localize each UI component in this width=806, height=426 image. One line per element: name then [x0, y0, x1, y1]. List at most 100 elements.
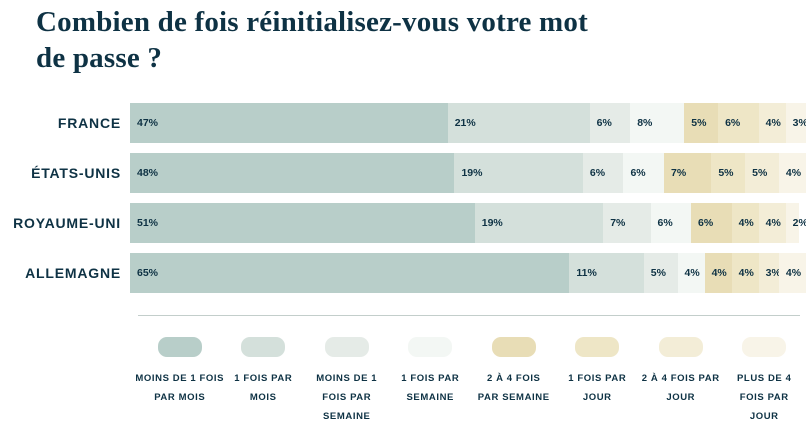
segment-value-label: 4%	[732, 203, 759, 243]
bar-segment: 3%	[759, 253, 779, 293]
bar-segment: 4%	[779, 153, 806, 193]
bar-segment: 6%	[718, 103, 759, 143]
segment-value-label: 19%	[475, 203, 603, 243]
category-label: FRANCE	[0, 115, 130, 131]
bar-segment: 51%	[130, 203, 475, 243]
bar-segment: 19%	[454, 153, 582, 193]
segment-value-label: 4%	[705, 253, 732, 293]
segment-value-label: 4%	[732, 253, 759, 293]
category-label: ÉTATS-UNIS	[0, 165, 130, 181]
chart-title: Combien de fois réinitialisez-vous votre…	[36, 4, 588, 76]
bar-segment: 5%	[745, 153, 779, 193]
bar-segment: 3%	[786, 103, 806, 143]
bar-segment: 6%	[583, 153, 624, 193]
segment-value-label: 11%	[569, 253, 643, 293]
bar-segment: 65%	[130, 253, 569, 293]
segment-value-label: 5%	[711, 153, 745, 193]
legend-divider-line	[138, 315, 800, 316]
segment-value-label: 6%	[651, 203, 692, 243]
bar-segment: 4%	[678, 253, 705, 293]
segment-value-label: 5%	[745, 153, 779, 193]
bar-segment: 19%	[475, 203, 603, 243]
segment-value-label: 5%	[644, 253, 678, 293]
segment-value-label: 48%	[130, 153, 454, 193]
segment-value-label: 47%	[130, 103, 448, 143]
segment-value-label: 51%	[130, 203, 475, 243]
bar-segment: 7%	[603, 203, 650, 243]
stacked-bar: 47%21%6%8%5%6%4%3%	[130, 103, 806, 143]
bar-segment: 8%	[630, 103, 684, 143]
chart-title-line-2: de passe ?	[36, 40, 588, 76]
bar-segment: 6%	[590, 103, 631, 143]
bar-segment: 6%	[623, 153, 664, 193]
bar-segment: 6%	[651, 203, 692, 243]
segment-value-label: 6%	[590, 103, 631, 143]
bar-segment: 2%	[786, 203, 800, 243]
category-label: ALLEMAGNE	[0, 265, 130, 281]
bar-segment: 4%	[705, 253, 732, 293]
segment-value-label: 4%	[759, 103, 786, 143]
segment-value-label: 5%	[684, 103, 718, 143]
bar-segment: 11%	[569, 253, 643, 293]
segment-value-label: 8%	[630, 103, 684, 143]
legend-swatch	[408, 337, 452, 357]
segment-value-label: 4%	[759, 203, 786, 243]
segment-value-label: 7%	[603, 203, 650, 243]
segment-value-label: 4%	[779, 253, 806, 293]
legend-swatch	[325, 337, 369, 357]
bar-segment: 4%	[732, 203, 759, 243]
bar-segment: 4%	[759, 203, 786, 243]
stacked-bar: 48%19%6%6%7%5%5%4%	[130, 153, 806, 193]
chart-title-line-1: Combien de fois réinitialisez-vous votre…	[36, 4, 588, 40]
segment-value-label: 6%	[623, 153, 664, 193]
segment-value-label: 21%	[448, 103, 590, 143]
stacked-bar-chart: FRANCE47%21%6%8%5%6%4%3%ÉTATS-UNIS48%19%…	[0, 103, 806, 303]
legend-swatch	[241, 337, 285, 357]
segment-value-label: 2%	[786, 203, 800, 243]
bar-segment: 7%	[664, 153, 711, 193]
stacked-bar: 65%11%5%4%4%4%3%4%	[130, 253, 806, 293]
bar-segment: 4%	[732, 253, 759, 293]
legend-swatch	[575, 337, 619, 357]
segment-value-label: 6%	[718, 103, 759, 143]
stacked-bar: 51%19%7%6%6%4%4%2%	[130, 203, 806, 243]
bar-segment: 5%	[684, 103, 718, 143]
segment-value-label: 19%	[454, 153, 582, 193]
legend-swatch	[659, 337, 703, 357]
segment-value-label: 4%	[678, 253, 705, 293]
bar-segment: 5%	[711, 153, 745, 193]
bar-segment: 21%	[448, 103, 590, 143]
legend-swatch	[492, 337, 536, 357]
segment-value-label: 3%	[759, 253, 779, 293]
segment-value-label: 4%	[779, 153, 806, 193]
category-label: ROYAUME-UNI	[0, 215, 130, 231]
bar-segment: 4%	[759, 103, 786, 143]
legend-swatch	[158, 337, 202, 357]
segment-value-label: 7%	[664, 153, 711, 193]
segment-value-label: 3%	[786, 103, 806, 143]
legend-swatch	[742, 337, 786, 357]
segment-value-label: 6%	[583, 153, 624, 193]
bar-segment: 6%	[691, 203, 732, 243]
bar-segment: 4%	[779, 253, 806, 293]
